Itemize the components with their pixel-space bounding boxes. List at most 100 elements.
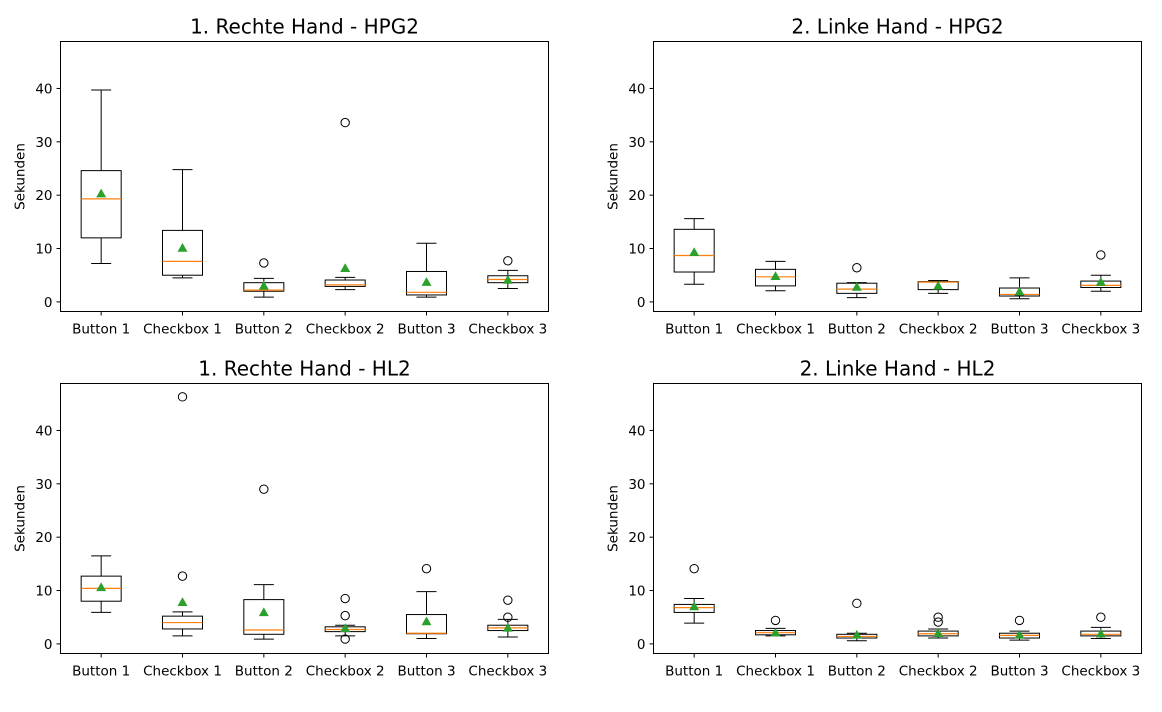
x-tick-label: Checkbox 2 <box>899 664 978 680</box>
x-tick-label: Checkbox 2 <box>306 322 385 338</box>
outlier-point <box>689 563 699 574</box>
outlier-point <box>852 598 862 609</box>
box-button-2 <box>836 598 878 642</box>
x-tick-label: Checkbox 3 <box>1061 664 1140 680</box>
box-checkbox-1 <box>161 392 204 637</box>
mean-marker <box>96 582 107 592</box>
outlier-point <box>177 571 188 581</box>
chart-title: 2. Linke Hand - HL2 <box>800 357 996 381</box>
mean-marker <box>933 280 944 290</box>
box-checkbox-2 <box>917 280 959 294</box>
y-tick-label: 20 <box>35 188 52 204</box>
subplot-2: 2. Linke Hand - HPG2 Sekunden 0 10 20 30 40 But… <box>606 15 1142 338</box>
y-axis-label: Sekunden <box>606 485 622 552</box>
box-button-2 <box>243 484 285 640</box>
box-checkbox-2 <box>324 593 366 644</box>
outlier-point <box>503 612 513 622</box>
outlier-point <box>340 117 350 128</box>
y-tick-label: 10 <box>35 584 52 600</box>
box-iqr <box>673 228 715 273</box>
box-iqr <box>754 268 797 287</box>
box-button-1 <box>673 563 715 624</box>
box-button-1 <box>673 218 715 285</box>
outlier-point <box>770 615 781 626</box>
box-button-3 <box>998 277 1041 300</box>
mean-marker <box>689 601 700 611</box>
box-checkbox-3 <box>487 595 529 638</box>
box-iqr <box>243 599 285 635</box>
mean-marker <box>770 627 781 637</box>
subplot-1: 1. Rechte Hand - HPG2 Sekunden 0 10 20 30 40 Bu… <box>13 15 549 338</box>
x-tick-label: Checkbox 1 <box>143 664 222 680</box>
mean-marker <box>933 628 944 637</box>
y-tick-label: 10 <box>628 242 645 258</box>
mean-marker <box>502 622 513 632</box>
box-iqr <box>324 279 366 287</box>
y-tick-label: 0 <box>637 295 646 311</box>
x-tick-label: Button 2 <box>828 322 886 338</box>
outlier-point <box>503 256 513 266</box>
mean-marker <box>1014 629 1025 639</box>
x-tick-label: Button 2 <box>235 664 293 680</box>
y-tick-label: 30 <box>35 477 52 493</box>
outlier-point <box>1014 615 1025 626</box>
x-tick-label: Button 1 <box>72 322 130 338</box>
chart-title: 1. Rechte Hand - HPG2 <box>190 15 419 39</box>
box-button-1 <box>80 89 122 264</box>
box-checkbox-2 <box>324 117 366 291</box>
y-tick-label: 40 <box>628 423 645 439</box>
y-tick-label: 0 <box>637 637 646 653</box>
box-iqr <box>161 229 204 276</box>
box-checkbox-2 <box>917 612 959 639</box>
outlier-point <box>259 484 269 494</box>
x-tick-label: Checkbox 2 <box>306 664 385 680</box>
subplot-3: 1. Rechte Hand - HL2 Sekunden 0 10 20 30 40 But… <box>13 357 549 680</box>
outlier-point <box>1096 612 1106 622</box>
outlier-point <box>933 617 943 627</box>
box-button-2 <box>836 263 878 299</box>
mean-marker <box>1095 628 1106 638</box>
outlier-point <box>1096 250 1106 260</box>
outlier-point <box>177 392 188 402</box>
box-checkbox-3 <box>487 256 529 290</box>
mean-marker <box>340 263 351 273</box>
plot-frame <box>653 41 1142 312</box>
plot-frame <box>653 383 1142 654</box>
outlier-point <box>852 263 862 273</box>
mean-marker <box>851 629 862 639</box>
plot-frame <box>60 383 549 654</box>
box-button-2 <box>243 258 285 298</box>
y-tick-label: 10 <box>628 584 645 600</box>
box-iqr <box>80 170 122 239</box>
box-checkbox-3 <box>1080 250 1122 292</box>
box-checkbox-1 <box>161 169 204 279</box>
outlier-point <box>933 612 943 622</box>
y-tick-label: 10 <box>35 242 52 258</box>
outlier-point <box>340 593 350 604</box>
mean-marker <box>851 281 862 291</box>
mean-marker <box>1095 277 1106 286</box>
outlier-point <box>503 595 513 605</box>
y-axis-label: Sekunden <box>13 485 29 552</box>
box-button-3 <box>405 563 448 640</box>
mean-marker <box>258 280 269 290</box>
mean-marker <box>421 277 432 286</box>
y-tick-label: 40 <box>35 423 52 439</box>
box-checkbox-1 <box>754 260 797 292</box>
y-tick-label: 30 <box>35 135 52 151</box>
y-tick-label: 40 <box>35 81 52 97</box>
mean-marker <box>1014 286 1025 296</box>
y-axis-label: Sekunden <box>606 143 622 210</box>
y-tick-label: 20 <box>628 188 645 204</box>
box-button-1 <box>80 555 122 613</box>
plot-frame <box>60 41 549 312</box>
x-tick-label: Checkbox 1 <box>736 664 815 680</box>
x-tick-label: Checkbox 3 <box>468 322 547 338</box>
x-tick-label: Button 1 <box>72 664 130 680</box>
x-tick-label: Button 3 <box>397 664 455 680</box>
x-tick-label: Button 2 <box>828 664 886 680</box>
y-tick-label: 30 <box>628 135 645 151</box>
mean-marker <box>258 607 269 617</box>
y-tick-label: 20 <box>35 530 52 546</box>
outlier-point <box>340 610 350 621</box>
